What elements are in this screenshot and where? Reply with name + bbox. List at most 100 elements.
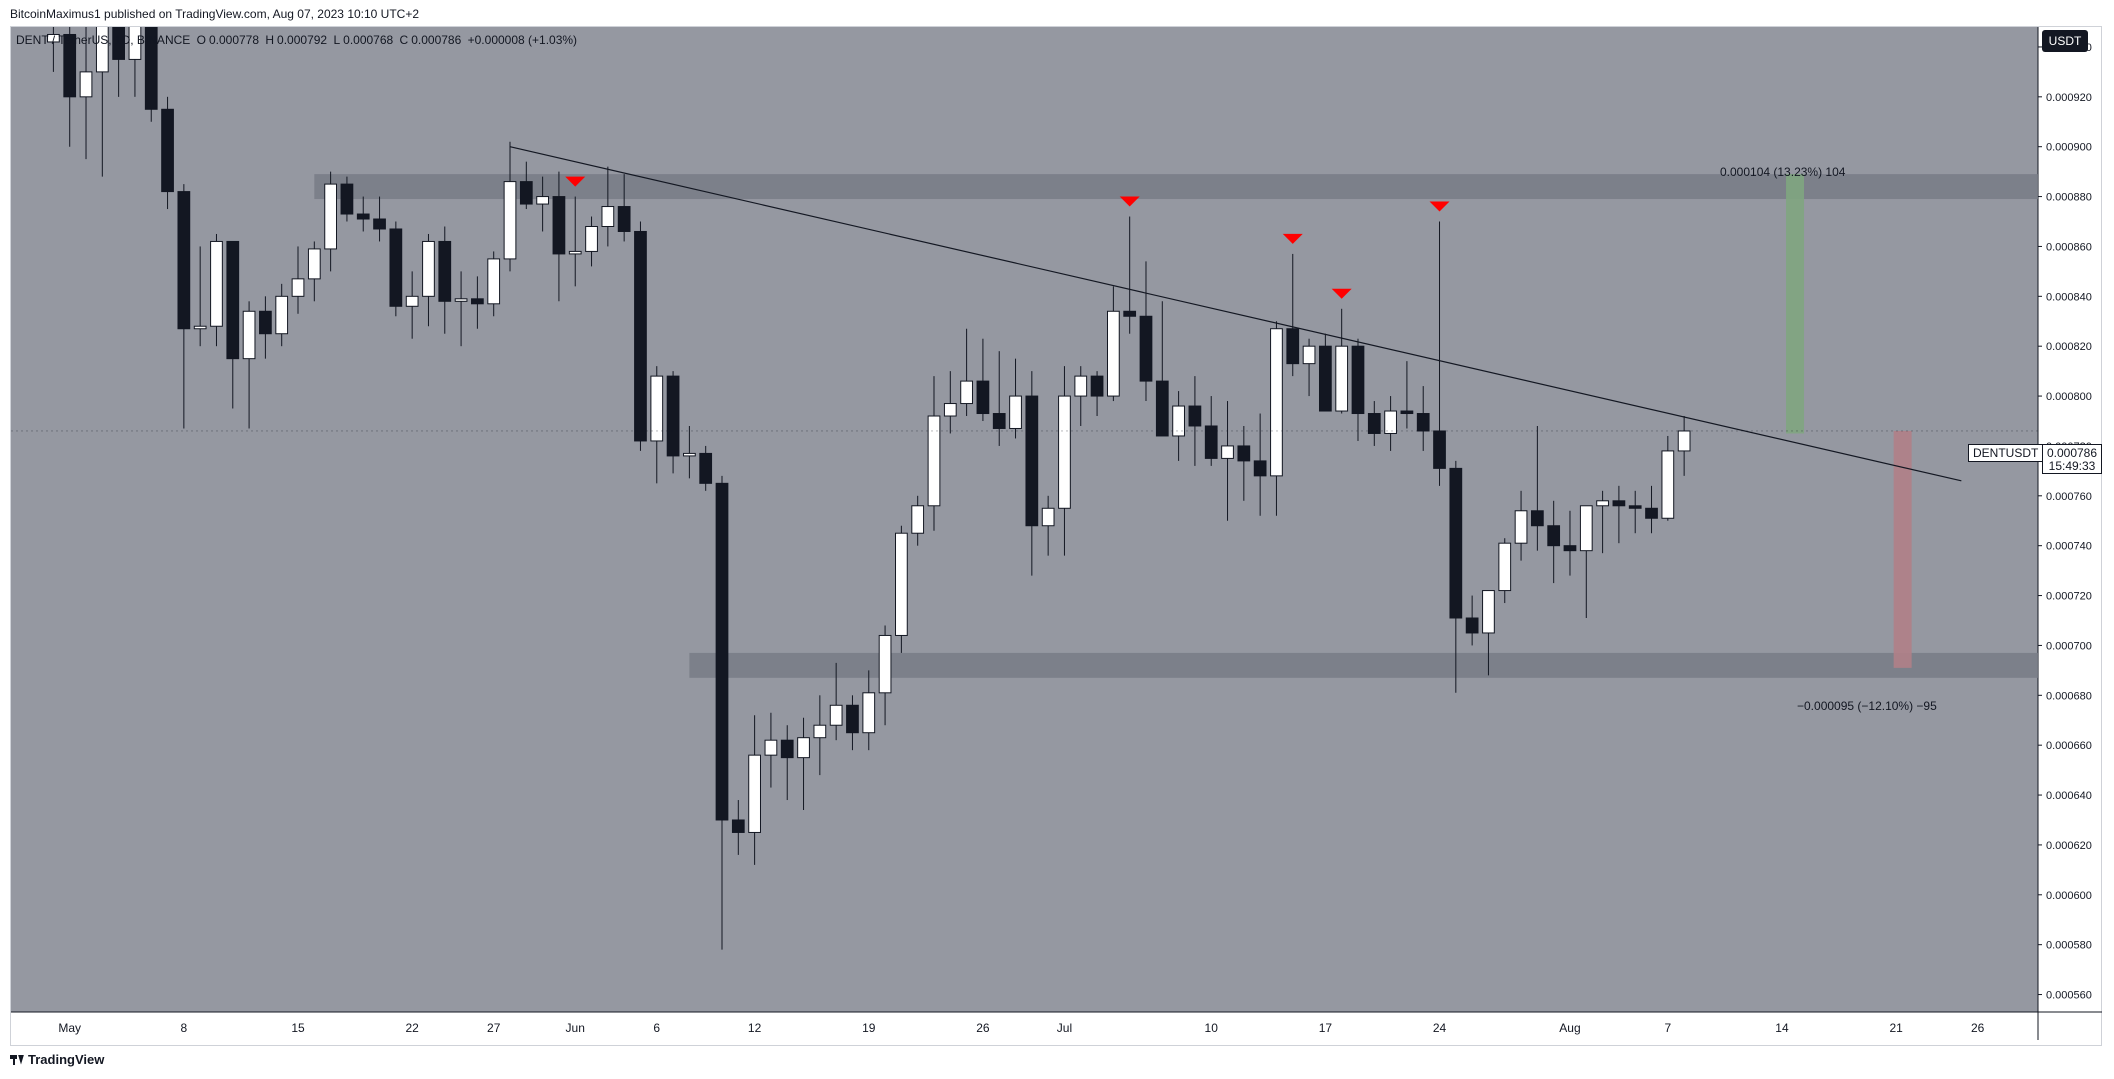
measure-down-label: −0.000095 (−12.10%) −95 <box>1797 699 1937 713</box>
candle-body <box>617 206 631 232</box>
legend-change: +0.000008 (+1.03%) <box>467 33 578 47</box>
candle-body <box>79 71 93 98</box>
rejection-marker <box>565 176 586 187</box>
candle-body <box>585 225 598 252</box>
rejection-marker <box>1282 233 1303 244</box>
y-tick-label: 0.000620 <box>2046 840 2092 852</box>
candle-body <box>1204 425 1218 459</box>
candle-body <box>1318 345 1332 412</box>
publisher-bar: BitcoinMaximus1 published on TradingView… <box>0 0 2114 26</box>
candle-body <box>1139 315 1153 382</box>
candle-body <box>1058 395 1071 509</box>
candle-body <box>1645 507 1658 519</box>
y-tick-label: 0.000660 <box>2046 740 2092 752</box>
x-tick-label: 22 <box>405 1021 419 1035</box>
y-tick-label: 0.000680 <box>2046 690 2092 702</box>
symbol-tag: DENTUSDT <box>1968 444 2044 462</box>
y-tick-label: 0.000700 <box>2046 640 2092 652</box>
candle-body <box>601 206 615 227</box>
candle-body <box>536 196 549 205</box>
y-tick-label: 0.000640 <box>2046 790 2092 802</box>
candle-body <box>275 295 289 335</box>
legend-h-value: 0.000792 <box>277 33 328 47</box>
y-tick-label: 0.000580 <box>2046 940 2092 952</box>
candle-body <box>226 240 240 360</box>
y-tick-label: 0.000820 <box>2046 341 2092 353</box>
candle-body <box>1090 375 1104 397</box>
candle-body <box>519 181 533 205</box>
candle-body <box>324 183 337 250</box>
x-tick-label: 26 <box>976 1021 990 1035</box>
publisher-text: BitcoinMaximus1 published on TradingView… <box>10 7 420 21</box>
candle-body <box>1628 505 1642 509</box>
currency-badge[interactable]: USDT <box>2042 30 2088 52</box>
candle-body <box>780 739 794 759</box>
candle-body <box>422 240 435 297</box>
candle-body <box>731 819 745 833</box>
candle-body <box>846 704 859 734</box>
measure-up-box <box>1786 174 1805 434</box>
candle-body <box>1237 445 1251 462</box>
candle-body <box>161 108 174 193</box>
x-tick-label: 17 <box>1319 1021 1333 1035</box>
candle-body <box>177 191 191 330</box>
candle-body <box>471 298 484 305</box>
legend-o-value: 0.000778 <box>208 33 260 47</box>
legend-symbol: DENT / TetherUS, 1D, BINANCE <box>16 33 191 47</box>
candle-body <box>1661 450 1675 519</box>
plot-area[interactable] <box>11 0 2038 950</box>
x-tick-label: Jul <box>1057 1021 1072 1035</box>
rejection-marker <box>1429 201 1450 212</box>
candle-body <box>1302 345 1316 365</box>
candle-body <box>1172 405 1185 437</box>
candle-body <box>1465 617 1479 634</box>
candle-body <box>650 375 664 442</box>
x-tick-label: 6 <box>653 1021 660 1035</box>
candle-body <box>1384 410 1397 434</box>
candle-body <box>797 737 810 759</box>
x-tick-label: 27 <box>487 1021 501 1035</box>
candle-body <box>829 704 843 726</box>
legend-h-label: H <box>265 33 275 47</box>
candle-body <box>128 27 142 60</box>
rejection-marker <box>1331 288 1352 299</box>
candle-body <box>1416 413 1430 432</box>
y-tick-label: 0.000560 <box>2046 990 2092 1002</box>
y-tick-label: 0.000720 <box>2046 591 2092 603</box>
candle-body <box>112 27 125 60</box>
candle-body <box>1547 525 1561 547</box>
candle-body <box>1270 328 1283 477</box>
x-tick-label: 12 <box>748 1021 762 1035</box>
candle-body <box>666 375 680 457</box>
candle-body <box>1367 413 1381 434</box>
candle-body <box>862 692 876 734</box>
candle-body <box>1221 445 1234 459</box>
x-tick-label: 26 <box>1971 1021 1985 1035</box>
countdown-timer: 15:49:33 <box>2048 459 2096 473</box>
measure-down-box <box>1893 430 1912 668</box>
rejection-marker <box>1119 196 1140 207</box>
candle-body <box>1612 500 1626 507</box>
y-tick-label: 0.000860 <box>2046 241 2092 253</box>
tradingview-footer[interactable]: TradingView <box>10 1052 104 1067</box>
x-tick-label: 19 <box>862 1021 876 1035</box>
candle-body <box>715 482 729 821</box>
y-tick-label: 0.000840 <box>2046 291 2092 303</box>
candle-body <box>1596 500 1609 507</box>
candle-body <box>683 452 696 457</box>
measure-up-label: 0.000104 (13.23%) 104 <box>1720 165 1846 179</box>
x-tick-label: 7 <box>1664 1021 1671 1035</box>
candle-body <box>1449 467 1463 619</box>
candle-body <box>1155 380 1169 437</box>
legend-l-value: 0.000768 <box>343 33 394 47</box>
x-tick-label: 14 <box>1775 1021 1789 1035</box>
candle-body <box>1530 510 1544 527</box>
candle-body <box>1188 405 1202 427</box>
candle-body <box>487 258 501 305</box>
candle-body <box>1123 310 1137 317</box>
tradingview-logo-icon <box>10 1054 24 1065</box>
current-price-value: 0.000786 <box>2046 446 2098 460</box>
candle-body <box>992 413 1006 429</box>
x-tick-label: 8 <box>181 1021 188 1035</box>
